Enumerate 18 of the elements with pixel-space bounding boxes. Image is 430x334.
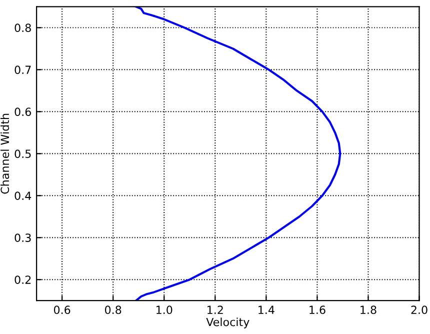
x-axis-title: Velocity	[206, 318, 250, 328]
x-tick-label: 0.6	[54, 306, 70, 314]
x-tick-label: 1.8	[360, 306, 376, 314]
x-tick-label: 1.4	[258, 306, 274, 314]
y-tick-label: 0.8	[14, 24, 31, 32]
y-tick-label: 0.3	[14, 234, 31, 242]
y-tick-label: 0.5	[14, 150, 31, 158]
x-tick-label: 2.0	[411, 306, 428, 314]
x-tick-label: 1.0	[156, 306, 172, 314]
x-tick-label: 1.2	[208, 306, 223, 314]
line-series	[135, 6, 342, 301]
y-tick-label: 0.2	[14, 276, 31, 284]
x-tick-label: 0.8	[104, 306, 122, 314]
y-axis-title: Channel Width	[0, 114, 10, 194]
x-tick-label: 1.6	[310, 306, 326, 314]
y-tick-label: 0.4	[14, 192, 32, 200]
y-tick-label: 0.7	[14, 66, 31, 74]
y-tick-label: 0.6	[14, 108, 31, 116]
